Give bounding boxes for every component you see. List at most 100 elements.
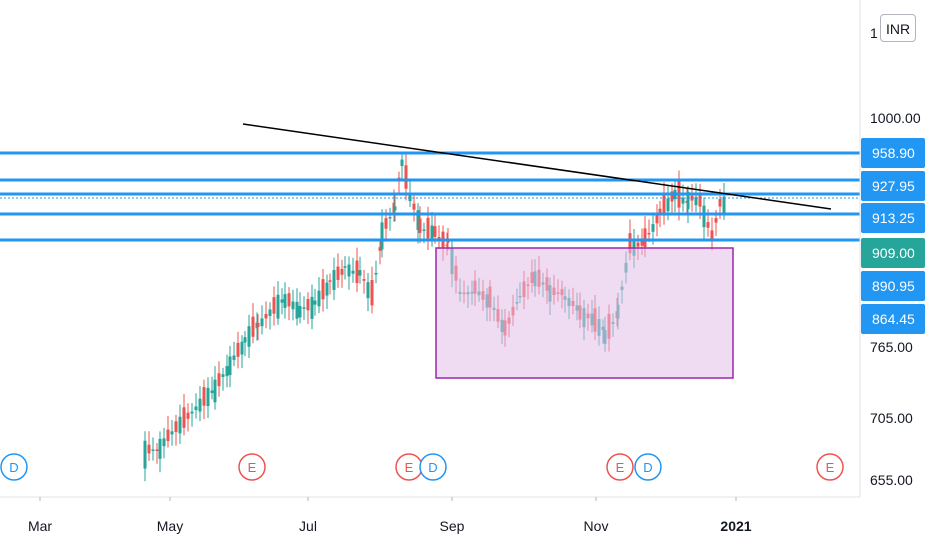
price-level-label <box>861 138 925 168</box>
candle-body <box>313 300 317 305</box>
candle-body <box>384 218 388 229</box>
dividend-event-marker <box>634 453 662 481</box>
price-level-text: 913.25 <box>872 210 915 226</box>
candle-body <box>202 387 206 406</box>
earnings-event-marker <box>606 453 634 481</box>
candle-body <box>446 241 450 243</box>
candle-body <box>640 241 644 246</box>
candle-body <box>662 195 666 216</box>
event-marker-label: D <box>643 460 652 475</box>
candle-body <box>358 270 362 276</box>
price-level-label <box>861 238 925 268</box>
candle-body <box>437 236 441 239</box>
candle-body <box>340 268 344 275</box>
candle-body <box>272 297 276 314</box>
candle-body <box>351 270 355 274</box>
candle-body <box>378 247 382 251</box>
candle-body <box>643 228 647 248</box>
candle-body <box>706 222 710 228</box>
candle-body <box>206 387 210 407</box>
candle-body <box>178 416 182 434</box>
candle-body <box>155 449 159 451</box>
candle-body <box>412 203 416 210</box>
dividend-event-marker <box>419 453 447 481</box>
candle-body <box>321 279 325 300</box>
candle-body <box>722 196 726 214</box>
candle-body <box>158 438 162 459</box>
axes: Mar May Jul Sep Nov 2021 1 1000.00 765.00 705.00 6… <box>0 0 921 534</box>
earnings-event-marker <box>816 453 844 481</box>
candle-body <box>147 444 151 454</box>
event-marker-label: D <box>9 460 18 475</box>
candle-body <box>714 218 718 223</box>
currency-badge[interactable]: INR <box>880 14 917 42</box>
candle-body <box>651 224 655 232</box>
candle-body <box>694 196 698 206</box>
candle-body <box>170 431 174 435</box>
x-tick-label: May <box>157 518 183 534</box>
y-tick-label: 1 <box>870 25 878 41</box>
candle-body <box>240 341 244 355</box>
x-tick-label: Jul <box>299 518 317 534</box>
drawing-overlays <box>242 123 832 379</box>
candle-body <box>217 373 221 387</box>
candle-body <box>445 244 449 247</box>
candle-body <box>317 290 321 307</box>
candle-body <box>393 206 397 211</box>
candle-body <box>336 266 340 280</box>
candle-body <box>194 406 198 411</box>
price-level-label <box>861 171 925 201</box>
candle-body <box>332 270 336 290</box>
candle-body <box>343 266 347 268</box>
x-tick-label: 2021 <box>720 518 751 534</box>
horizontal-levels: 958.90 927.95 913.25 909.00 890.95 864.45 <box>0 138 925 334</box>
earnings-event-marker <box>238 453 266 481</box>
candle-body <box>228 356 232 376</box>
candle-body <box>276 294 280 319</box>
candle-body <box>225 366 229 377</box>
candle-body <box>366 282 370 299</box>
candle-body <box>264 313 268 319</box>
candle-body <box>362 279 366 281</box>
candle-body <box>388 216 392 219</box>
candle-body <box>666 198 670 212</box>
candle-body <box>655 213 659 224</box>
event-marker-label: E <box>248 460 257 475</box>
candle-body <box>243 337 247 343</box>
candle-body <box>400 159 404 166</box>
price-level-text: 927.95 <box>872 178 915 194</box>
candle-body <box>422 229 426 231</box>
candle-body <box>416 210 420 230</box>
candle-body <box>433 226 437 237</box>
x-tick-label: Nov <box>584 518 609 534</box>
candle-body <box>302 307 306 309</box>
candle-body <box>658 208 662 214</box>
candle-body <box>418 218 422 233</box>
range-box <box>435 247 734 379</box>
candle-body <box>221 374 225 378</box>
x-tick-label: Mar <box>28 518 52 534</box>
price-level-text: 864.45 <box>872 311 915 327</box>
candle-body <box>698 193 702 207</box>
candle-body <box>306 299 310 311</box>
trendline <box>242 123 832 210</box>
candle-body <box>190 411 194 414</box>
candle-body <box>236 342 240 357</box>
price-level-label <box>861 271 925 301</box>
event-marker-label: D <box>428 460 437 475</box>
candle-body <box>280 299 284 303</box>
candle-body <box>404 165 408 189</box>
candle-body <box>198 398 202 412</box>
y-tick-label: 655.00 <box>870 472 913 488</box>
candle-body <box>174 421 178 433</box>
candle-body <box>295 301 299 319</box>
candle-body <box>636 242 640 247</box>
candle-body <box>426 217 430 239</box>
y-tick-label: 705.00 <box>870 410 913 426</box>
candle-body <box>310 296 314 319</box>
event-marker-label: E <box>826 460 835 475</box>
candle-body <box>628 233 632 254</box>
candle-body <box>647 232 651 235</box>
